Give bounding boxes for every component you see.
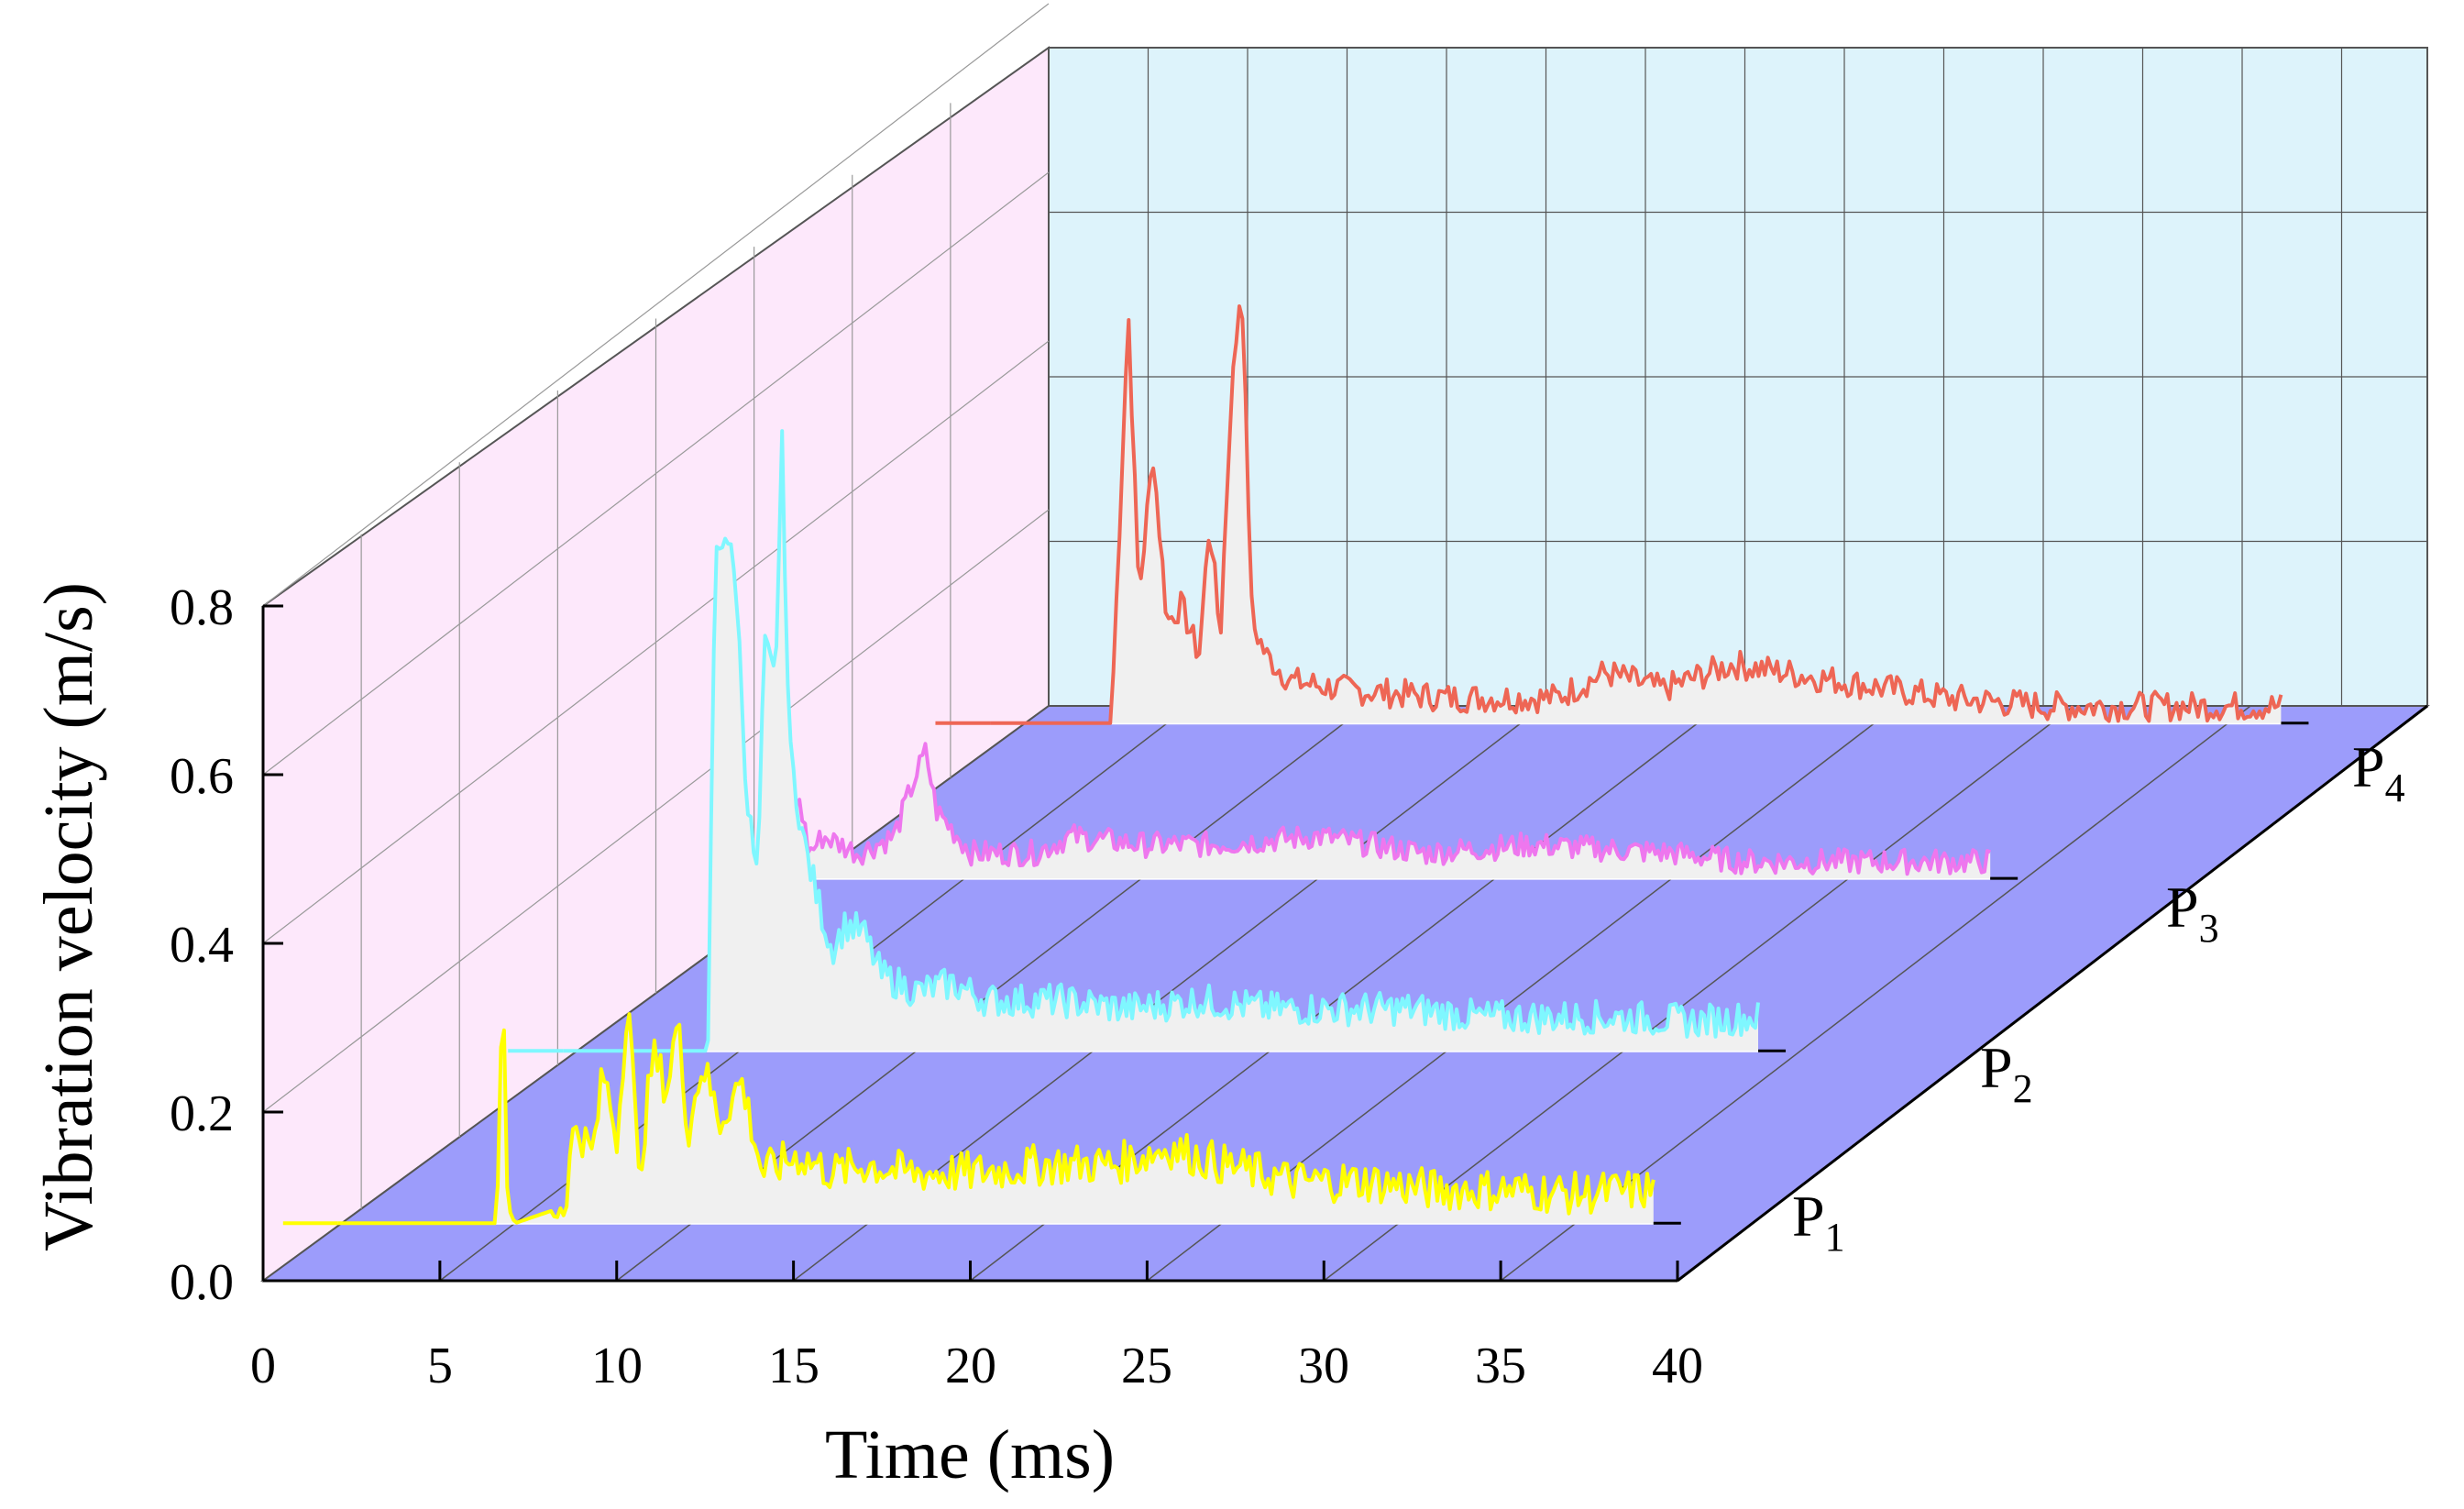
trace-line-p2: [563, 429, 1760, 1053]
x-tick-label: 5: [427, 1338, 453, 1394]
x-tick-label: 35: [1475, 1338, 1526, 1394]
x-tick-label: 20: [945, 1338, 996, 1394]
trace-line-p1: [337, 1012, 1656, 1226]
legend-label-p4: P4: [2352, 734, 2405, 810]
y-tick-label: 0.4: [170, 917, 234, 974]
series-group: [282, 304, 2309, 1226]
y-tick-label: 0.2: [170, 1085, 234, 1142]
depth-axis-line: [1677, 704, 2428, 1283]
y-axis-title: Vibration velocity (m/s): [30, 582, 107, 1251]
x-tick-label: 10: [591, 1338, 643, 1394]
trace-fill-p3: [787, 743, 1991, 879]
legend-label-p1: P1: [1792, 1184, 1845, 1260]
legend-label-p3: P3: [2166, 875, 2219, 951]
y-tick-label: 0.0: [170, 1254, 234, 1311]
x-tick-label: 0: [250, 1338, 276, 1394]
y-tick-label: 0.8: [170, 579, 234, 636]
y-tick-label: 0.6: [170, 748, 234, 805]
legend-label-p2: P2: [1980, 1035, 2033, 1111]
trace-line-p4: [990, 304, 2283, 725]
x-axis-title: Time (ms): [825, 1416, 1115, 1493]
x-tick-label: 30: [1298, 1338, 1349, 1394]
trace-line-p3: [786, 742, 1991, 879]
x-tick-label: 25: [1121, 1338, 1172, 1394]
x-tick-label: 40: [1652, 1338, 1703, 1394]
floor-grid-line: [1323, 705, 2074, 1282]
side-wall-grid-line: [262, 3, 1050, 607]
axis-ticks: [261, 604, 1679, 1283]
x-tick-label: 15: [768, 1338, 820, 1394]
